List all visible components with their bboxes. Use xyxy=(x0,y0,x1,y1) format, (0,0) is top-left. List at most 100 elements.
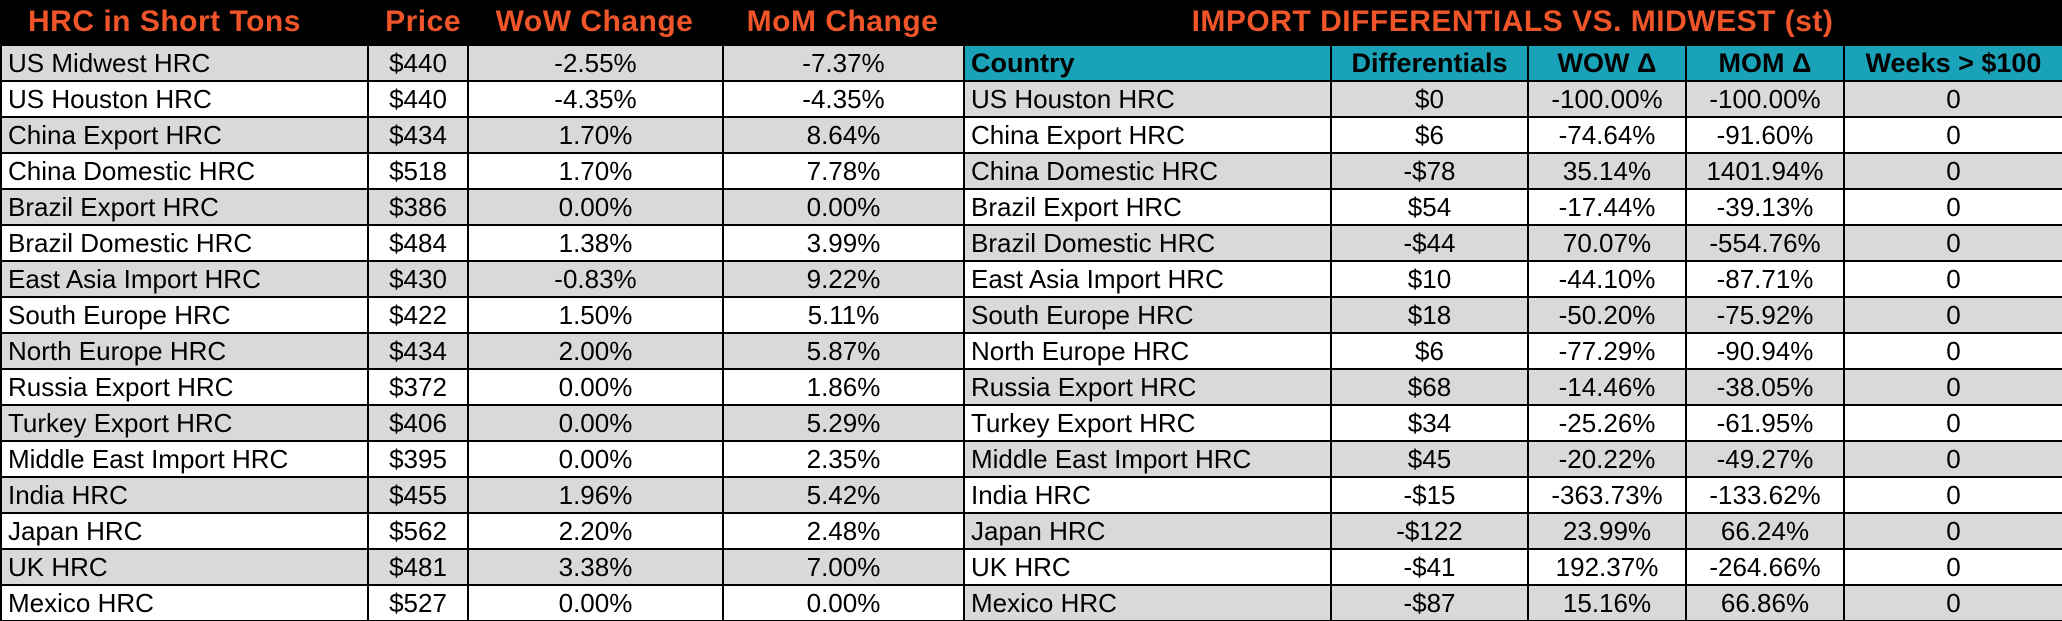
table-cell: -61.95% xyxy=(1685,406,1843,440)
table-cell: US Houston HRC xyxy=(0,82,367,116)
table-cell: China Domestic HRC xyxy=(963,154,1330,188)
table-cell: Brazil Domestic HRC xyxy=(0,226,367,260)
table-cell: Middle East Import HRC xyxy=(963,442,1330,476)
table-row: Turkey Export HRC $34 -25.26% -61.95% 0 xyxy=(963,404,2062,440)
table-cell: 192.37% xyxy=(1527,550,1685,584)
table-cell: -75.92% xyxy=(1685,298,1843,332)
table-cell: 2.35% xyxy=(722,442,963,476)
table-row: South Europe HRC $18 -50.20% -75.92% 0 xyxy=(963,296,2062,332)
table-cell: 1.38% xyxy=(467,226,722,260)
table-cell: Turkey Export HRC xyxy=(963,406,1330,440)
table-cell: India HRC xyxy=(0,478,367,512)
table-cell: $45 xyxy=(1330,442,1527,476)
table-cell: -44.10% xyxy=(1527,262,1685,296)
table-cell: 1.86% xyxy=(722,370,963,404)
table-row: UK HRC $481 3.38% 7.00% xyxy=(0,548,963,584)
table-row: China Domestic HRC $518 1.70% 7.78% xyxy=(0,152,963,188)
table-cell: $34 xyxy=(1330,406,1527,440)
table-row: Japan HRC -$122 23.99% 66.24% 0 xyxy=(963,512,2062,548)
table-cell: $484 xyxy=(367,226,467,260)
table-row: Brazil Export HRC $54 -17.44% -39.13% 0 xyxy=(963,188,2062,224)
table-cell: $518 xyxy=(367,154,467,188)
header-wow-change: WoW Change xyxy=(495,5,694,38)
header-wow-delta: WOW Δ xyxy=(1527,46,1685,80)
table-cell: $6 xyxy=(1330,118,1527,152)
table-cell: -17.44% xyxy=(1527,190,1685,224)
table-cell: $372 xyxy=(367,370,467,404)
table-cell: -38.05% xyxy=(1685,370,1843,404)
table-cell: 66.24% xyxy=(1685,514,1843,548)
table-cell: $395 xyxy=(367,442,467,476)
table-cell: North Europe HRC xyxy=(0,334,367,368)
table-cell: 0.00% xyxy=(467,442,722,476)
table-cell: 0.00% xyxy=(722,190,963,224)
table-cell: 5.11% xyxy=(722,298,963,332)
table-cell: Mexico HRC xyxy=(963,586,1330,620)
table-row: UK HRC -$41 192.37% -264.66% 0 xyxy=(963,548,2062,584)
table-cell: UK HRC xyxy=(0,550,367,584)
table-cell: 3.99% xyxy=(722,226,963,260)
table-cell: -91.60% xyxy=(1685,118,1843,152)
table-row: Middle East Import HRC $395 0.00% 2.35% xyxy=(0,440,963,476)
import-differentials-title: IMPORT DIFFERENTIALS VS. MIDWEST (st) xyxy=(963,0,2062,44)
table-cell: -4.35% xyxy=(722,82,963,116)
table-cell: -$44 xyxy=(1330,226,1527,260)
table-row: Russia Export HRC $68 -14.46% -38.05% 0 xyxy=(963,368,2062,404)
table-cell: 2.48% xyxy=(722,514,963,548)
table-cell: $68 xyxy=(1330,370,1527,404)
table-row: North Europe HRC $434 2.00% 5.87% xyxy=(0,332,963,368)
table-cell: $430 xyxy=(367,262,467,296)
table-cell: 0 xyxy=(1843,262,2062,296)
table-cell: $6 xyxy=(1330,334,1527,368)
table-cell: 0 xyxy=(1843,226,2062,260)
header-weeks-over-100: Weeks > $100 xyxy=(1843,46,2062,80)
header-differentials: Differentials xyxy=(1330,46,1527,80)
table-cell: -264.66% xyxy=(1685,550,1843,584)
table-cell: Mexico HRC xyxy=(0,586,367,620)
table-cell: -$41 xyxy=(1330,550,1527,584)
table-cell: 70.07% xyxy=(1527,226,1685,260)
table-row: US Midwest HRC $440 -2.55% -7.37% xyxy=(0,44,963,80)
table-cell: 35.14% xyxy=(1527,154,1685,188)
table-cell: $434 xyxy=(367,118,467,152)
table-cell: -49.27% xyxy=(1685,442,1843,476)
header-hrc-short-tons: HRC in Short Tons xyxy=(28,5,301,38)
table-cell: North Europe HRC xyxy=(963,334,1330,368)
table-cell: East Asia Import HRC xyxy=(963,262,1330,296)
header-price: Price xyxy=(385,5,461,38)
table-cell: China Export HRC xyxy=(963,118,1330,152)
table-cell: -363.73% xyxy=(1527,478,1685,512)
table-cell: -$78 xyxy=(1330,154,1527,188)
table-row: Russia Export HRC $372 0.00% 1.86% xyxy=(0,368,963,404)
table-cell: 1401.94% xyxy=(1685,154,1843,188)
table-cell: -50.20% xyxy=(1527,298,1685,332)
table-cell: 0.00% xyxy=(467,370,722,404)
table-cell: $455 xyxy=(367,478,467,512)
table-row: US Houston HRC $440 -4.35% -4.35% xyxy=(0,80,963,116)
table-cell: 9.22% xyxy=(722,262,963,296)
hrc-price-header: HRC in Short Tons Price WoW Change MoM C… xyxy=(0,0,963,44)
table-cell: -7.37% xyxy=(722,46,963,80)
table-cell: US Midwest HRC xyxy=(0,46,367,80)
table-cell: 5.87% xyxy=(722,334,963,368)
table-cell: -25.26% xyxy=(1527,406,1685,440)
table-cell: China Export HRC xyxy=(0,118,367,152)
table-cell: US Houston HRC xyxy=(963,82,1330,116)
table-row: Japan HRC $562 2.20% 2.48% xyxy=(0,512,963,548)
table-cell: $481 xyxy=(367,550,467,584)
table-cell: 66.86% xyxy=(1685,586,1843,620)
table-row: China Domestic HRC -$78 35.14% 1401.94% 0 xyxy=(963,152,2062,188)
table-cell: 0 xyxy=(1843,334,2062,368)
import-differentials-column-header: Country Differentials WOW Δ MOM Δ Weeks … xyxy=(963,44,2062,80)
table-cell: $10 xyxy=(1330,262,1527,296)
table-row: India HRC -$15 -363.73% -133.62% 0 xyxy=(963,476,2062,512)
header-country: Country xyxy=(963,46,1330,80)
table-cell: 0 xyxy=(1843,406,2062,440)
table-cell: 1.70% xyxy=(467,118,722,152)
table-row: Brazil Domestic HRC $484 1.38% 3.99% xyxy=(0,224,963,260)
table-cell: Japan HRC xyxy=(0,514,367,548)
table-cell: $527 xyxy=(367,586,467,620)
table-cell: 23.99% xyxy=(1527,514,1685,548)
table-cell: -90.94% xyxy=(1685,334,1843,368)
